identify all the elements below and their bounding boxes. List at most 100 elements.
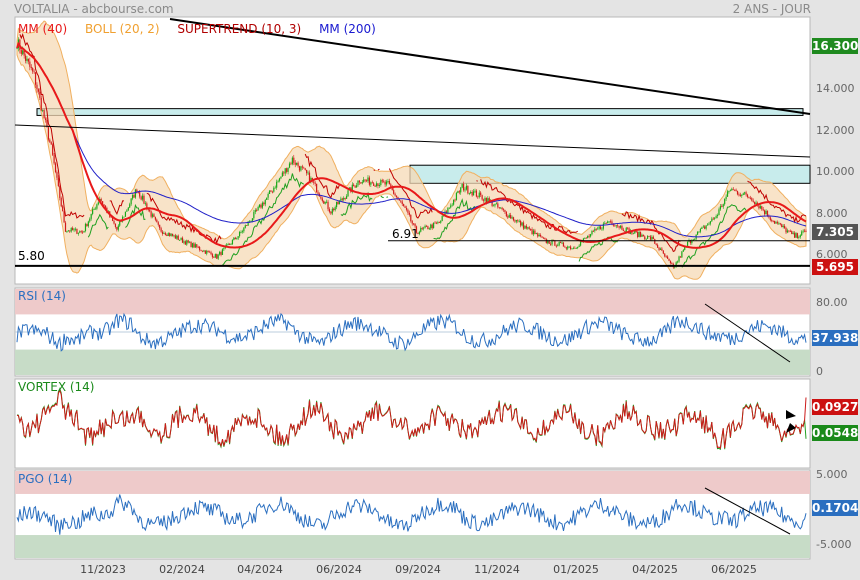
candle-body	[213, 257, 215, 258]
candle-body	[201, 250, 204, 252]
candle-body	[330, 211, 332, 214]
candle-body	[540, 234, 542, 237]
candle-body	[244, 225, 246, 228]
candle-body	[719, 206, 721, 210]
candle-body	[744, 192, 746, 194]
candle-body	[789, 230, 791, 232]
candle-body	[792, 232, 794, 234]
candle-body	[772, 220, 774, 222]
candle-body	[104, 205, 107, 208]
candle-body	[260, 204, 262, 208]
candle-body	[696, 231, 699, 235]
candle-body	[598, 226, 600, 229]
candle-body	[454, 199, 456, 201]
candle-body	[361, 182, 363, 184]
candle-body	[734, 189, 736, 191]
pane-2	[14, 378, 811, 469]
candle-body	[92, 209, 94, 214]
candle-body	[407, 209, 409, 213]
candle-body	[77, 232, 79, 234]
y-tick: 10.000	[816, 165, 855, 178]
candle-body	[146, 203, 148, 210]
legend-mm200: MM (200)	[319, 22, 376, 36]
candle-body	[94, 208, 97, 210]
candle-body	[43, 110, 45, 119]
candle-body	[716, 215, 719, 217]
candle-body	[731, 188, 733, 191]
candle-body	[639, 231, 642, 237]
supertrend-line	[621, 211, 681, 253]
candle-body	[657, 244, 659, 248]
candle-body	[314, 182, 316, 184]
candle-body	[391, 187, 393, 191]
x-tick: 06/2025	[711, 563, 757, 576]
candle-body	[530, 229, 532, 230]
candle-body	[137, 192, 139, 193]
candle-body	[186, 240, 188, 245]
candle-body	[374, 185, 376, 187]
arrow-down-icon	[786, 410, 796, 419]
candle-body	[323, 200, 325, 204]
candle-body	[758, 204, 760, 209]
candle-body	[334, 207, 336, 211]
candle-body	[284, 168, 286, 174]
candle-body	[276, 181, 278, 188]
candle-body	[458, 191, 460, 193]
level-580-label: 5.80	[18, 249, 45, 263]
candle-body	[291, 157, 293, 165]
candle-body	[381, 180, 383, 182]
candle-body	[475, 190, 478, 197]
supertrend-line	[386, 196, 389, 198]
candle-body	[738, 194, 740, 196]
candle-body	[782, 225, 784, 228]
price-legend: MM (40) BOLL (20, 2) SUPERTREND (10, 3) …	[18, 22, 390, 36]
candle-body	[726, 191, 729, 197]
candle-body	[344, 197, 346, 199]
candle-body	[421, 228, 423, 229]
candle-body	[139, 192, 141, 197]
vortex-plus-tag: 0.0548	[812, 425, 859, 441]
candle-body	[164, 233, 166, 235]
rsi-trendline	[704, 303, 791, 363]
pgo-value-tag: 0.1704	[812, 500, 859, 516]
candle-body	[385, 181, 388, 185]
candle-body	[326, 201, 328, 203]
candle-body	[310, 177, 312, 182]
candle-body	[364, 179, 366, 181]
candle-body	[181, 237, 184, 243]
candle-body	[117, 225, 119, 230]
candle-body	[547, 240, 549, 244]
candle-body	[667, 256, 669, 259]
candle-body	[140, 196, 142, 200]
candle-body	[153, 214, 155, 218]
price-high-tag: 16.300	[812, 38, 859, 54]
candle-body	[89, 218, 91, 222]
candle-body	[424, 225, 426, 228]
candle-body	[16, 48, 18, 49]
candle-body	[30, 66, 32, 69]
candle-body	[83, 230, 85, 233]
candle-body	[601, 228, 603, 230]
candle-body	[485, 197, 488, 203]
candle-body	[183, 241, 185, 243]
candle-body	[494, 203, 496, 206]
candle-body	[614, 225, 616, 227]
candle-body	[123, 216, 125, 218]
candle-body	[216, 254, 218, 259]
candle-body	[293, 157, 295, 163]
candle-body	[619, 225, 622, 228]
candle-body	[718, 209, 720, 216]
candle-body	[755, 202, 757, 205]
candle-body	[408, 212, 410, 215]
candle-body	[662, 250, 664, 254]
candle-body	[551, 240, 553, 245]
supertrend-line	[377, 168, 380, 171]
candle-body	[270, 190, 272, 192]
candle-body	[403, 204, 405, 207]
candle-body	[706, 224, 709, 226]
candle-body	[234, 237, 236, 240]
candle-body	[791, 231, 793, 234]
legend-supertrend: SUPERTREND (10, 3)	[177, 22, 302, 36]
candle-body	[721, 206, 723, 207]
candle-body	[274, 187, 276, 189]
